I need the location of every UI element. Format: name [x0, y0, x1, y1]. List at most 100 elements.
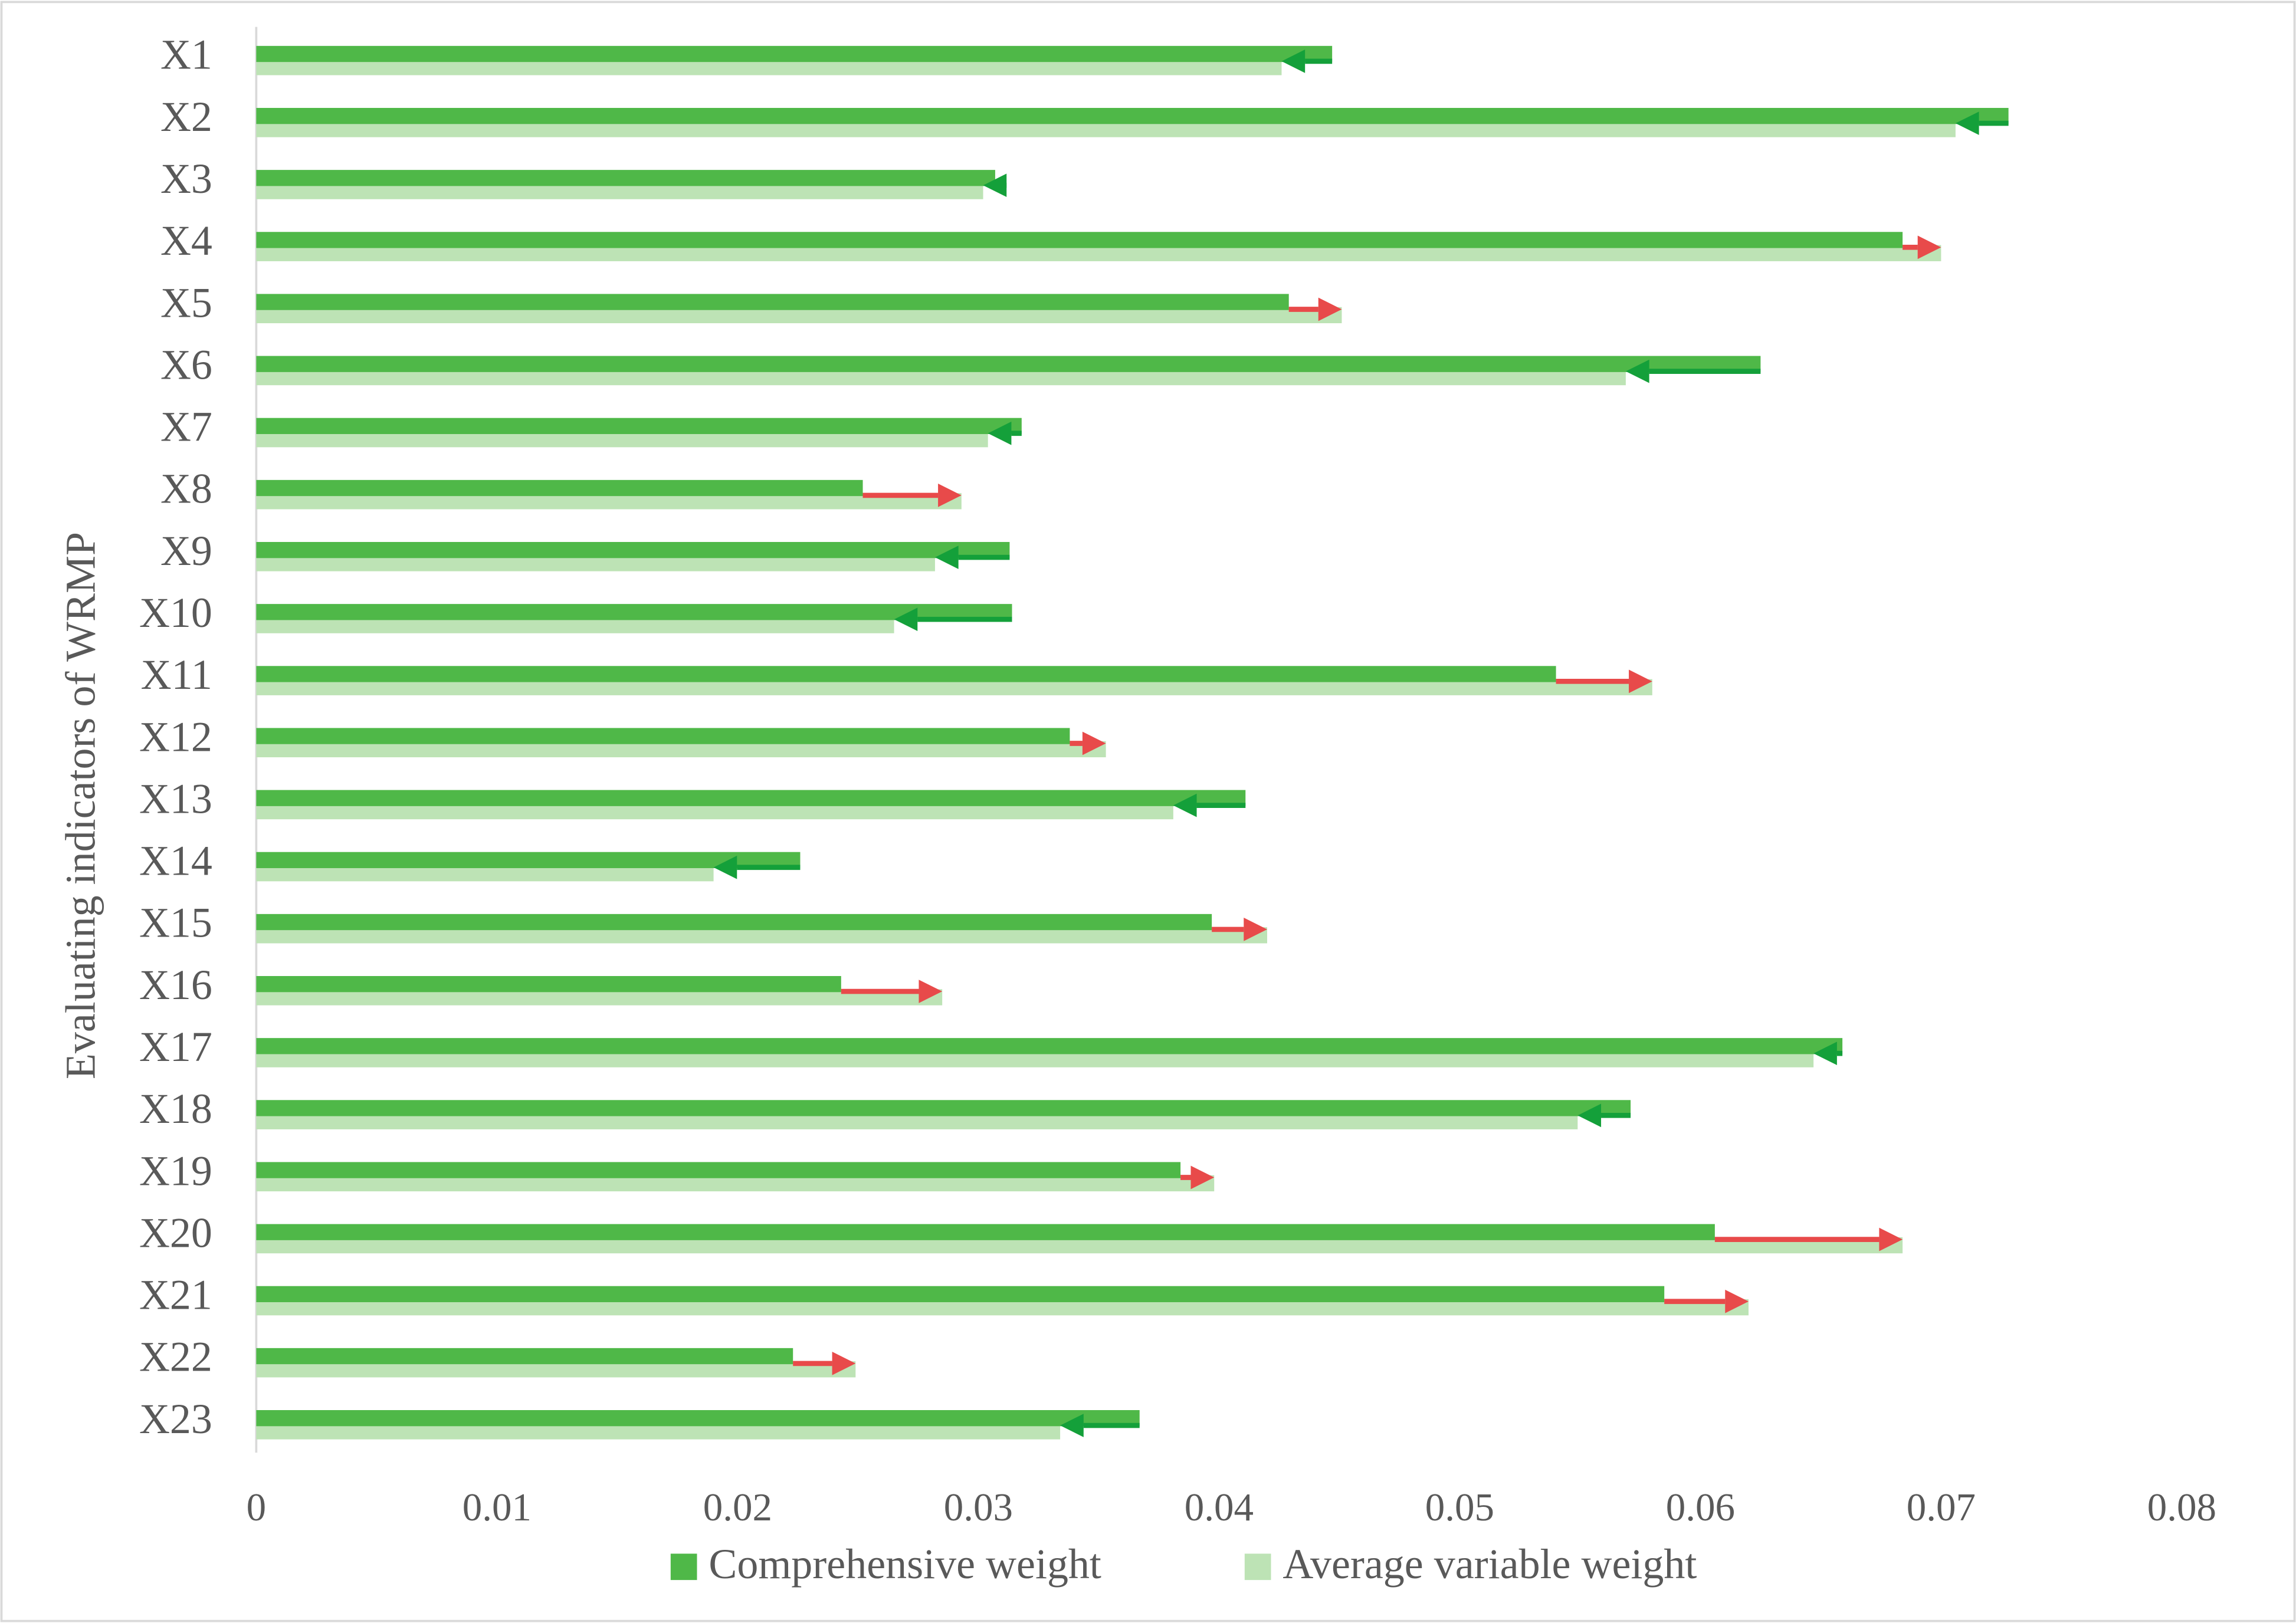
change-arrow — [862, 484, 962, 507]
y-tick-label: X11 — [141, 651, 212, 698]
y-tick-label: X8 — [160, 465, 212, 512]
change-arrow — [1664, 1289, 1749, 1313]
change-arrow — [1212, 918, 1267, 941]
comprehensive-bar — [256, 1286, 1665, 1303]
x-tick-label: 0.04 — [1185, 1486, 1254, 1529]
change-arrow — [841, 980, 943, 1003]
arrow-head — [938, 484, 962, 507]
legend-swatch — [1244, 1553, 1271, 1581]
y-tick-label: X16 — [139, 961, 212, 1008]
comprehensive-bar — [256, 790, 1246, 806]
comprehensive-bar — [256, 666, 1556, 682]
y-tick-label: X19 — [139, 1147, 212, 1194]
change-arrow — [1281, 50, 1333, 73]
comprehensive-bar — [256, 975, 841, 993]
change-arrow — [988, 421, 1022, 445]
change-arrow — [713, 855, 801, 879]
comprehensive-bar — [256, 479, 863, 497]
comprehensive-bar — [256, 170, 995, 186]
y-tick-label: X22 — [139, 1333, 212, 1381]
arrow-head — [1813, 1042, 1837, 1066]
arrow-head — [1917, 235, 1941, 259]
arrow-head — [1955, 111, 1979, 135]
change-arrow — [1060, 1414, 1140, 1437]
x-tick-label: 0.02 — [703, 1486, 772, 1529]
change-arrow — [1955, 111, 2009, 135]
arrow-head — [832, 1352, 856, 1375]
y-tick-label: X5 — [160, 279, 212, 326]
y-tick-label: X14 — [139, 837, 212, 885]
y-tick-label: X2 — [160, 93, 212, 140]
x-tick-label: 0.03 — [944, 1486, 1013, 1529]
x-tick-label: 0 — [247, 1486, 267, 1529]
arrow-head — [1318, 297, 1342, 321]
comprehensive-bar — [256, 107, 2009, 124]
arrow-head — [919, 980, 943, 1003]
change-arrow — [1714, 1227, 1903, 1251]
y-tick-label: X6 — [160, 341, 212, 388]
y-tick-label: X18 — [139, 1085, 212, 1132]
change-arrow — [1173, 793, 1246, 817]
x-tick-label: 0.07 — [1907, 1486, 1976, 1529]
change-arrow — [1813, 1042, 1843, 1066]
y-tick-label: X17 — [139, 1023, 212, 1070]
arrow-head — [1725, 1289, 1749, 1313]
x-tick-label: 0.08 — [2147, 1486, 2216, 1529]
y-tick-label: X1 — [160, 31, 212, 78]
comprehensive-bar — [256, 45, 1333, 63]
arrow-head — [988, 421, 1012, 445]
arrow-head — [1629, 669, 1652, 694]
legend-swatch — [670, 1553, 697, 1581]
change-arrow — [983, 173, 1007, 198]
comprehensive-bar — [256, 728, 1070, 744]
y-tick-label: X10 — [139, 589, 212, 636]
y-tick-label: X9 — [160, 527, 212, 574]
y-tick-label: X23 — [139, 1395, 212, 1443]
comprehensive-bar — [256, 604, 1012, 620]
arrow-head — [1879, 1227, 1903, 1251]
change-arrow — [894, 607, 1012, 632]
y-tick-label: X21 — [139, 1272, 212, 1319]
arrow-head — [1173, 793, 1197, 817]
arrow-head — [1577, 1103, 1602, 1128]
y-tick-label: X15 — [139, 899, 212, 947]
arrow-head — [1190, 1165, 1215, 1190]
arrow-head — [894, 607, 918, 632]
arrow-head — [934, 546, 959, 569]
arrow-head — [983, 173, 1007, 198]
comprehensive-bar — [256, 418, 1022, 435]
comprehensive-bar — [256, 1348, 793, 1365]
comprehensive-bar — [256, 852, 801, 869]
change-arrow — [1903, 235, 1941, 259]
y-tick-label: X20 — [139, 1209, 212, 1256]
arrow-head — [1281, 50, 1306, 73]
comprehensive-bar — [256, 914, 1212, 931]
arrow-head — [1244, 918, 1267, 941]
comprehensive-bar — [256, 356, 1761, 372]
x-tick-label: 0.06 — [1666, 1486, 1735, 1529]
y-tick-label: X12 — [139, 713, 212, 760]
y-tick-label: X4 — [160, 217, 212, 264]
y-tick-label: X7 — [160, 403, 212, 451]
x-tick-label: 0.01 — [463, 1486, 532, 1529]
change-arrow — [793, 1352, 856, 1375]
change-arrow — [934, 546, 1010, 569]
arrow-head — [1060, 1414, 1084, 1437]
change-arrow — [1556, 669, 1652, 694]
arrow-head — [1625, 359, 1649, 383]
comprehensive-bar — [256, 1224, 1715, 1240]
change-arrow — [1625, 359, 1761, 383]
change-arrow — [1070, 731, 1106, 755]
change-arrow — [1288, 297, 1342, 321]
change-arrow — [1577, 1103, 1631, 1128]
y-axis-title: Evaluating indicators of WRMP — [57, 532, 104, 1079]
comprehensive-bar — [256, 232, 1903, 248]
legend-label: Comprehensive weight — [709, 1540, 1101, 1588]
comprehensive-bar — [256, 294, 1289, 310]
change-arrow — [1180, 1165, 1215, 1190]
legend-label: Average variable weight — [1283, 1540, 1697, 1588]
comprehensive-bar — [256, 1100, 1631, 1116]
arrow-head — [713, 855, 737, 879]
